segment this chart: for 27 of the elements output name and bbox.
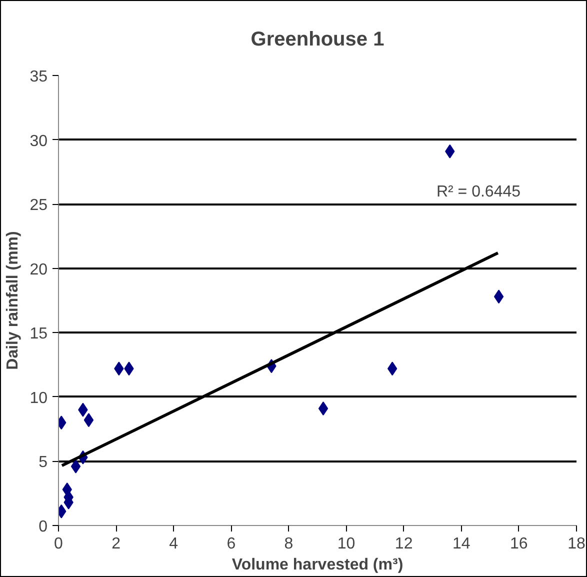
x-axis-title: Volume harvested (m³): [232, 556, 404, 574]
y-axis-title: Daily rainfall (mm): [4, 231, 22, 370]
y-tick-label: 20: [30, 261, 48, 278]
y-tick-label: 15: [30, 326, 48, 343]
chart-title: Greenhouse 1: [250, 28, 384, 50]
x-tick-label: 8: [284, 536, 294, 552]
x-tick-label: 16: [510, 536, 528, 552]
y-tick-label: 5: [38, 454, 48, 472]
annotation: R² = 0.6445: [436, 184, 521, 200]
x-tick-label: 0: [54, 536, 64, 552]
x-tick-label: 12: [394, 536, 413, 552]
y-tick-label: 10: [30, 390, 48, 407]
y-tick-label: 35: [30, 68, 48, 86]
x-tick-label: 18: [568, 536, 586, 552]
x-tick-label: 14: [452, 536, 470, 552]
point: [318, 402, 328, 416]
x-tick-label: 2: [112, 536, 121, 552]
y-tick-label: 25: [30, 197, 48, 214]
y-tick-label: 30: [30, 132, 48, 150]
y-tick-label: 0: [38, 518, 48, 536]
x-tick-label: 6: [226, 536, 236, 552]
x-tick-label: 4: [169, 536, 178, 552]
point: [387, 362, 398, 376]
point: [84, 413, 94, 428]
point: [70, 459, 81, 474]
point: [494, 290, 504, 304]
x-tick-label: 10: [337, 536, 356, 552]
